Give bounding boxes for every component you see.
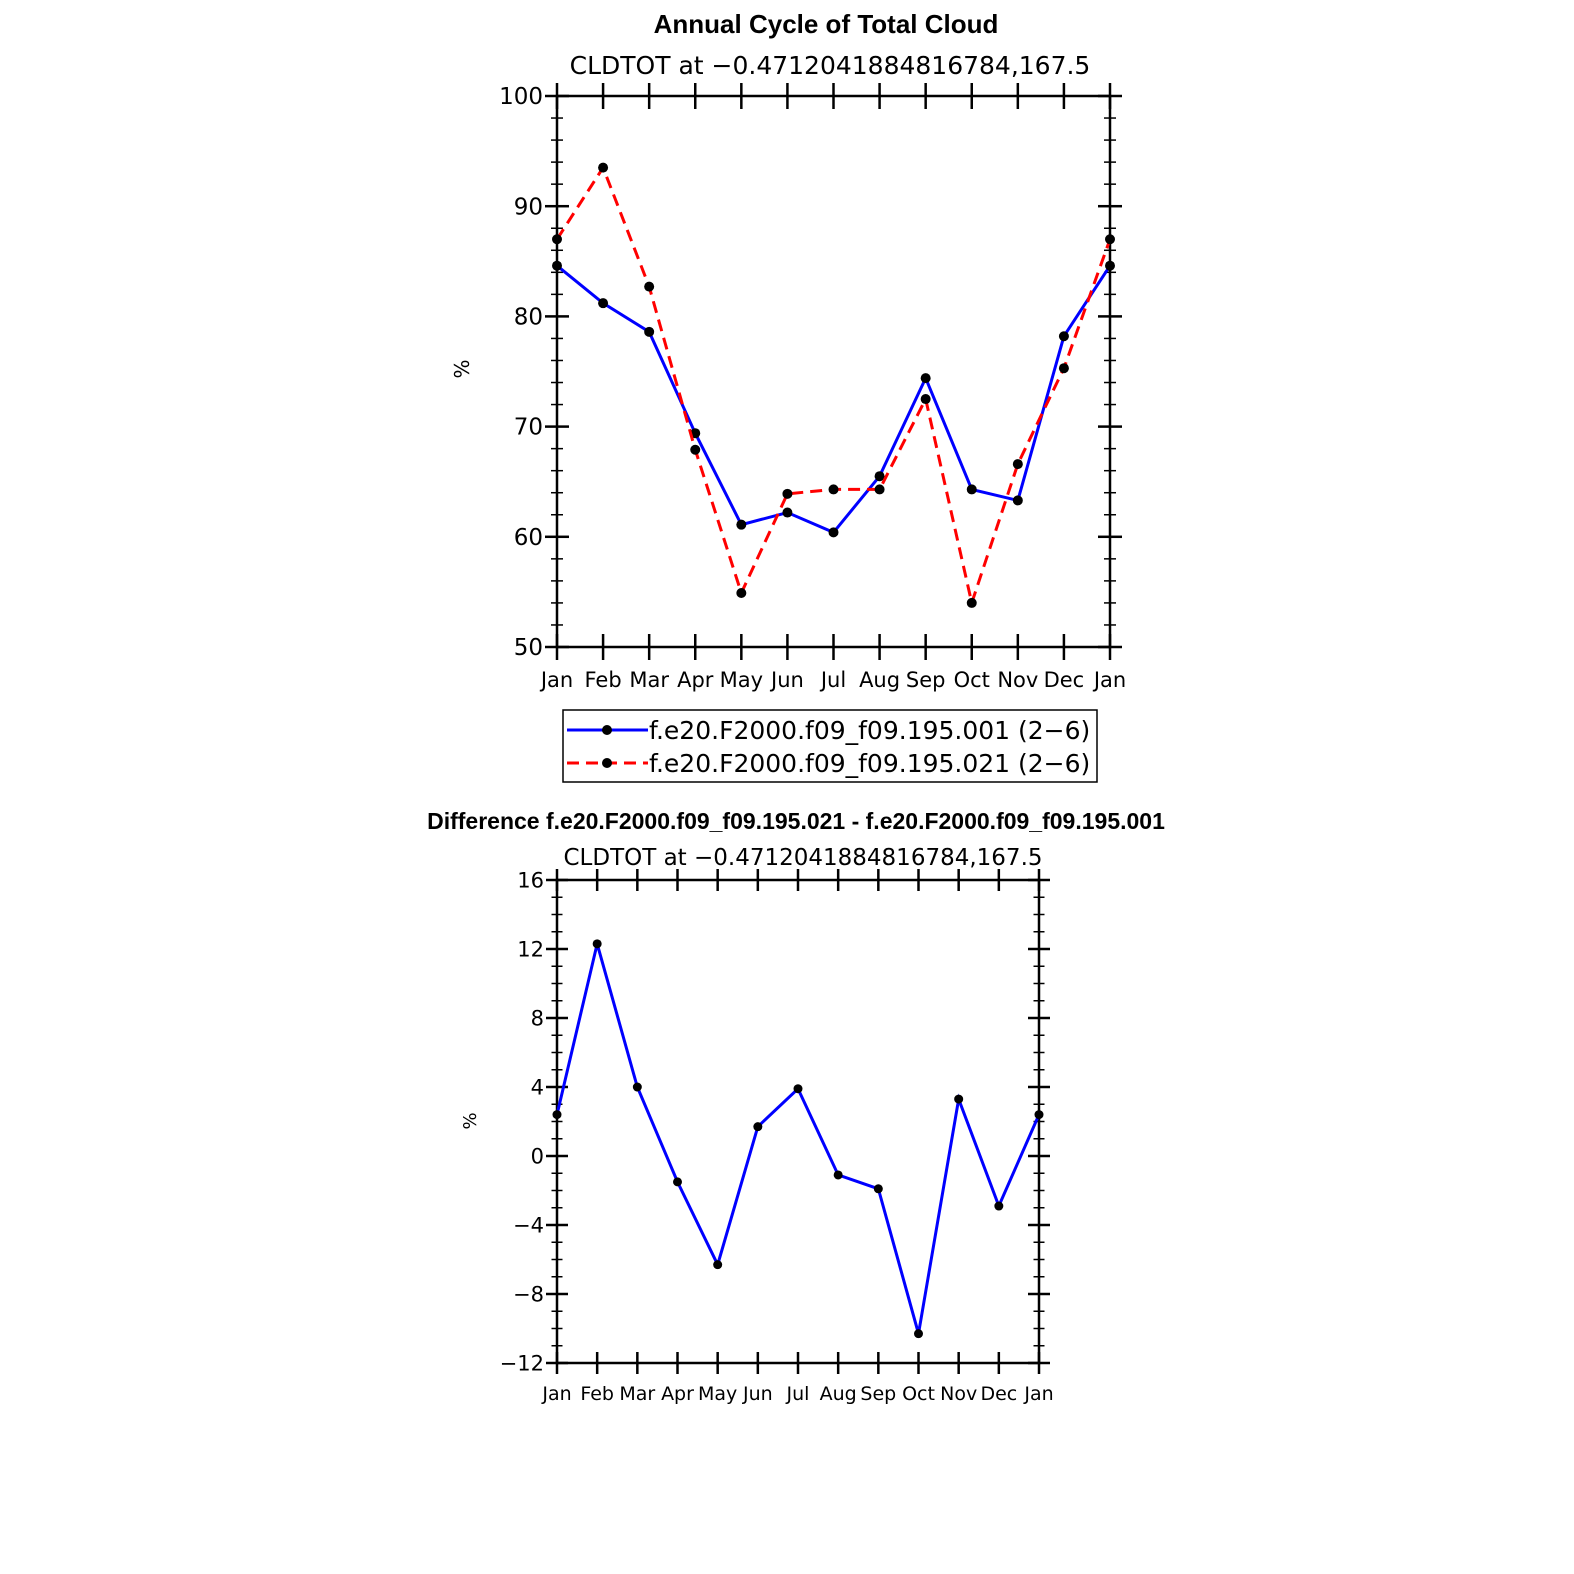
legend-box bbox=[562, 709, 1098, 783]
top-chart-xtick-label: Feb bbox=[584, 668, 621, 692]
top-chart-xtick-label: May bbox=[720, 668, 763, 692]
bottom-chart-xtick-label: Apr bbox=[661, 1383, 694, 1405]
top-chart-series-1-point bbox=[828, 527, 839, 538]
bottom-chart-xtick-label: Aug bbox=[820, 1383, 857, 1405]
bottom-chart-ytick-label: 16 bbox=[517, 868, 544, 892]
bottom-chart-xtick-label: Sep bbox=[860, 1383, 896, 1405]
top-chart-xtick-label: Jun bbox=[769, 668, 804, 692]
top-chart-series-2-point bbox=[828, 484, 839, 495]
bottom-chart-ytick-label: 8 bbox=[531, 1006, 544, 1030]
bottom-chart-series-1-point bbox=[914, 1329, 923, 1339]
top-chart-xtick-label: Jul bbox=[819, 668, 846, 692]
top-chart-series-1-point bbox=[1012, 495, 1023, 506]
top-chart-ytick-label: 100 bbox=[499, 84, 543, 110]
bottom-chart-series-1-point bbox=[954, 1094, 964, 1104]
bottom-chart-ylabel: % bbox=[460, 1112, 481, 1129]
top-chart-ylabel: % bbox=[450, 359, 474, 378]
bottom-chart-xtick-label: Nov bbox=[940, 1383, 977, 1405]
top-chart-series-2-point bbox=[920, 394, 931, 405]
top-chart-series-2-point bbox=[552, 234, 562, 245]
bottom-chart-xtick-label: Jun bbox=[742, 1383, 773, 1405]
top-chart-subtitle: CLDTOT at −0.4712041884816784,167.5 bbox=[570, 51, 1091, 80]
bottom-chart-ytick-label: −4 bbox=[513, 1213, 544, 1237]
bottom-chart-series-1-point bbox=[873, 1184, 883, 1194]
top-chart-series-1-point bbox=[736, 519, 747, 530]
legend-label-series-2: f.e20.F2000.f09_f09.195.021 (2−6) bbox=[649, 749, 1090, 778]
top-chart-xtick-label: Sep bbox=[906, 668, 946, 692]
bottom-chart-series-1-point bbox=[994, 1201, 1004, 1211]
bottom-chart-xtick-label: Oct bbox=[902, 1383, 935, 1405]
top-chart-series-2-point bbox=[782, 488, 793, 499]
top-chart-title: Annual Cycle of Total Cloud bbox=[654, 9, 999, 39]
top-chart-series-1-point bbox=[874, 471, 885, 482]
legend-marker-series-1 bbox=[602, 725, 612, 735]
bottom-chart-ytick-label: 4 bbox=[531, 1075, 544, 1099]
top-chart-series-2-point bbox=[644, 281, 655, 292]
bottom-chart-series-1-point bbox=[793, 1084, 803, 1094]
top-chart-series-2-point bbox=[598, 162, 609, 173]
top-chart-series-2-point bbox=[690, 444, 701, 455]
top-chart-xtick-label: Apr bbox=[677, 668, 714, 692]
top-chart-series-1-point bbox=[1105, 260, 1115, 271]
bottom-chart-xtick-label: May bbox=[698, 1383, 737, 1405]
top-chart-xtick-label: Nov bbox=[997, 668, 1038, 692]
top-chart-ytick-label: 50 bbox=[514, 635, 543, 661]
bottom-chart-series-1-point bbox=[1034, 1110, 1044, 1120]
bottom-chart-series-1-point bbox=[713, 1260, 723, 1270]
top-chart-series-2-point bbox=[1105, 234, 1115, 245]
bottom-chart-series-1-point bbox=[632, 1082, 642, 1092]
bottom-chart-xtick-label: Jan bbox=[1023, 1383, 1053, 1405]
bottom-chart-xtick-label: Jan bbox=[541, 1383, 571, 1405]
bottom-chart-xtick-label: Jul bbox=[786, 1383, 810, 1405]
top-chart-xtick-label: Mar bbox=[629, 668, 669, 692]
bottom-chart-plot: Jan Feb Mar Apr May Jun Jul Aug Sep Oct Nov Dec Jan −… bbox=[500, 868, 1054, 1405]
top-chart-ytick-label: 90 bbox=[514, 194, 543, 220]
top-chart-xtick-label: Aug bbox=[859, 668, 900, 692]
top-chart-ytick-label: 80 bbox=[514, 304, 543, 330]
top-chart-series-2-line bbox=[555, 164, 1112, 609]
bottom-chart-xtick-label: Dec bbox=[980, 1383, 1017, 1405]
top-chart-series-1-point bbox=[782, 507, 793, 518]
top-chart-ytick-label: 60 bbox=[514, 525, 543, 551]
bottom-chart-series-1-line bbox=[555, 943, 1041, 1335]
top-chart-xtick-label: Jan bbox=[539, 668, 573, 692]
top-chart-series-1-point bbox=[966, 484, 977, 495]
bottom-chart-series-1-point bbox=[552, 1110, 562, 1120]
top-chart-series-1-point bbox=[1058, 331, 1069, 342]
top-chart-series-1-point bbox=[598, 298, 609, 309]
top-chart-series-1-point bbox=[644, 326, 655, 337]
bottom-chart-series-1-point bbox=[753, 1122, 763, 1132]
bottom-chart-ytick-label: −12 bbox=[500, 1351, 544, 1375]
bottom-chart-xtick-label: Mar bbox=[619, 1383, 655, 1405]
top-chart-ytick-label: 70 bbox=[514, 415, 543, 441]
bottom-chart-title: Difference f.e20.F2000.f09_f09.195.021 -… bbox=[427, 808, 1165, 834]
bottom-chart-ytick-label: −8 bbox=[513, 1282, 544, 1306]
bottom-chart-ytick-label: 12 bbox=[517, 937, 544, 961]
top-chart-series-1-point bbox=[920, 373, 931, 384]
bottom-chart-series-1-point bbox=[833, 1170, 843, 1180]
top-chart-plot: Jan Feb Mar Apr May Jun Jul Aug Sep Oct Nov Dec Jan 5… bbox=[499, 83, 1126, 692]
bottom-chart-ytick-label: 0 bbox=[531, 1144, 544, 1168]
top-chart-series-1-point bbox=[552, 260, 562, 271]
top-chart-legend: f.e20.F2000.f09_f09.195.001 (2−6) f.e20.… bbox=[562, 709, 1098, 783]
legend-marker-series-2 bbox=[602, 758, 612, 768]
bottom-chart-subtitle: CLDTOT at −0.4712041884816784,167.5 bbox=[563, 845, 1042, 871]
top-chart-series-2-point bbox=[874, 484, 885, 495]
top-chart-xtick-label: Oct bbox=[954, 668, 990, 692]
top-chart-series-2-point bbox=[1058, 363, 1069, 374]
top-chart-xtick-label: Dec bbox=[1044, 668, 1085, 692]
top-chart-series-2-point bbox=[966, 597, 977, 608]
bottom-chart-series-1-point bbox=[592, 939, 602, 949]
bottom-chart-series-1-point bbox=[673, 1177, 682, 1187]
top-chart-series-2-point bbox=[1012, 459, 1023, 470]
top-chart-frame bbox=[555, 94, 1112, 649]
bottom-chart-xtick-label: Feb bbox=[580, 1383, 614, 1405]
legend-label-series-1: f.e20.F2000.f09_f09.195.001 (2−6) bbox=[649, 716, 1090, 745]
top-chart-xtick-label: Jan bbox=[1092, 668, 1126, 692]
top-chart-series-2-point bbox=[736, 588, 747, 599]
